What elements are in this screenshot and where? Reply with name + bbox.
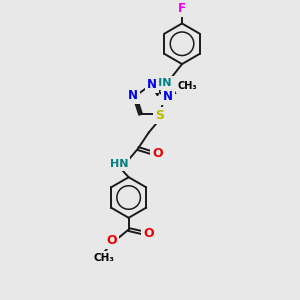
Text: N: N	[147, 78, 157, 91]
Text: F: F	[178, 2, 186, 15]
Text: S: S	[155, 109, 164, 122]
Text: O: O	[106, 234, 117, 247]
Text: HN: HN	[110, 159, 128, 169]
Text: O: O	[153, 147, 163, 161]
Text: N: N	[128, 89, 138, 102]
Text: O: O	[143, 227, 154, 240]
Text: CH₃: CH₃	[178, 81, 197, 92]
Text: N: N	[163, 90, 173, 103]
Text: CH₃: CH₃	[94, 253, 115, 263]
Text: HN: HN	[153, 78, 171, 88]
